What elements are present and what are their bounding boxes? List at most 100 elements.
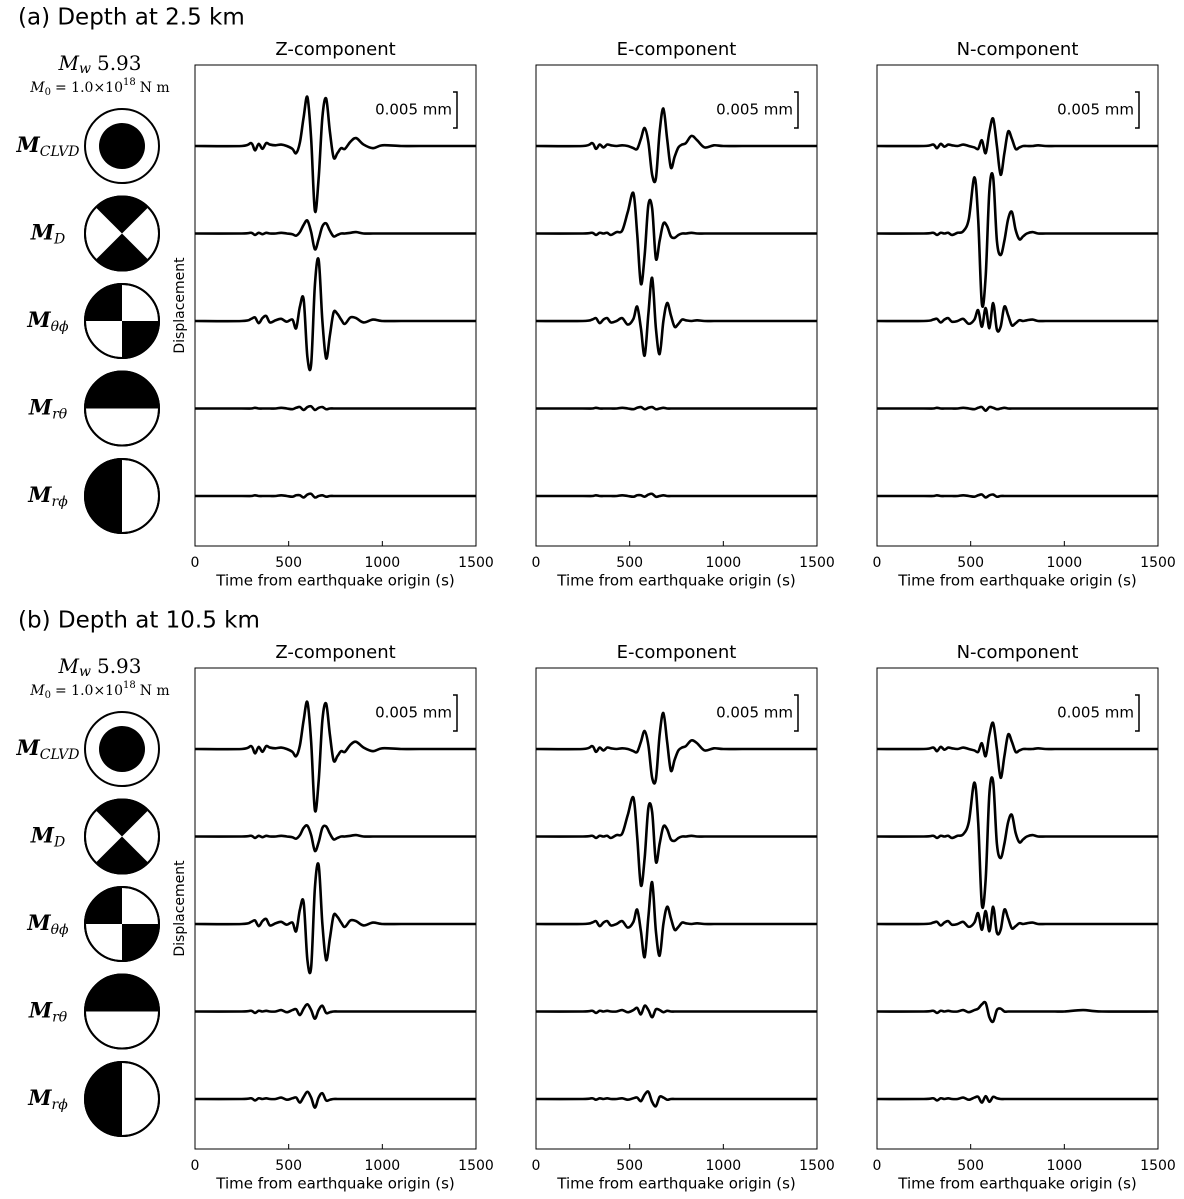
beach-ball-fill <box>95 233 149 271</box>
beach-ball-outline <box>84 458 160 534</box>
mechanism-label: Mrθ <box>28 394 68 423</box>
unit: N m <box>140 683 170 699</box>
x-axis-label: Time from earthquake origin (s) <box>215 572 455 590</box>
trace <box>535 880 817 959</box>
beach-ball-fill <box>85 887 122 924</box>
trace <box>876 776 1158 909</box>
beach-ball-fill <box>85 459 122 533</box>
beach-ball-fill <box>122 321 159 358</box>
trace <box>535 191 817 286</box>
subplot-title: Z-component <box>275 39 395 60</box>
unit: N m <box>140 80 170 96</box>
plot-frame <box>876 64 1159 547</box>
x-axis-label: Time from earthquake origin (s) <box>897 572 1137 590</box>
beach-ball-outline <box>84 886 160 962</box>
symbol: M <box>16 735 41 760</box>
trace <box>536 405 817 411</box>
subscript: rθ <box>52 407 68 423</box>
x-tick-label: 500 <box>957 1158 984 1174</box>
subplot-title: E-component <box>617 642 737 663</box>
subscript: CLVD <box>40 144 80 160</box>
trace <box>877 493 1158 499</box>
beach-ball-fill <box>85 1062 122 1136</box>
value: 5.93 <box>97 654 142 678</box>
scale-bar-label: 0.005 mm <box>1057 704 1134 722</box>
x-tick-label: 1500 <box>799 1158 835 1174</box>
trace <box>876 1094 1158 1104</box>
subscript: rϕ <box>52 1097 69 1113</box>
subscript: 0 <box>45 87 51 98</box>
scale-bar <box>453 91 458 129</box>
beach-ball-fill <box>122 924 159 961</box>
subscript: D <box>53 232 65 248</box>
subscript: w <box>79 61 91 77</box>
subscript: D <box>53 835 65 851</box>
beach-ball-outline <box>84 283 160 359</box>
trace <box>194 95 476 214</box>
symbol: M <box>58 51 80 75</box>
symbol: M <box>26 307 51 332</box>
symbol: M <box>28 394 53 419</box>
mechanism-label: MCLVD <box>16 132 80 161</box>
plot-frame <box>194 667 477 1150</box>
symbol: M <box>16 132 41 157</box>
scale-bar <box>1135 91 1140 129</box>
x-tick-label: 500 <box>275 1158 302 1174</box>
scale-bar <box>453 694 458 732</box>
x-tick-label: 1500 <box>458 1158 494 1174</box>
scale-bar-label: 0.005 mm <box>375 704 452 722</box>
x-tick-label: 500 <box>957 555 984 571</box>
trace <box>536 492 817 499</box>
trace <box>535 1090 817 1108</box>
plot-frame <box>535 64 818 547</box>
x-tick-label: 0 <box>873 555 882 571</box>
x-tick-label: 500 <box>616 1158 643 1174</box>
symbol: M <box>30 219 55 244</box>
beach-ball-fill <box>99 726 145 772</box>
x-tick-label: 1000 <box>365 1158 401 1174</box>
beach-ball-fill <box>95 799 149 837</box>
symbol: M <box>29 683 45 699</box>
magnitude: Mw 5.93 <box>58 51 142 78</box>
x-tick-label: 1000 <box>1047 1158 1083 1174</box>
trace <box>195 492 476 499</box>
trace <box>194 257 476 372</box>
beach-ball-fill <box>95 836 149 874</box>
trace <box>876 116 1158 177</box>
x-tick-label: 1500 <box>799 555 835 571</box>
scale-bar <box>794 694 799 732</box>
trace <box>535 276 817 357</box>
beach-ball-fill <box>85 284 122 321</box>
subscript: w <box>79 664 91 680</box>
trace <box>876 905 1158 936</box>
subscript: 0 <box>45 690 51 701</box>
trace <box>876 1000 1159 1024</box>
x-tick-label: 0 <box>191 1158 200 1174</box>
symbol: M <box>28 997 53 1022</box>
mechanism-label: Mθϕ <box>26 307 69 336</box>
beach-ball-outline <box>84 370 160 447</box>
mechanism-label: MD <box>30 822 65 851</box>
scale-bar-label: 0.005 mm <box>1057 101 1134 119</box>
mechanism-label: Mrθ <box>28 997 68 1026</box>
x-axis-label: Time from earthquake origin (s) <box>897 1175 1137 1193</box>
symbol: M <box>29 80 45 96</box>
trace <box>194 700 476 813</box>
subscript: CLVD <box>40 747 80 763</box>
beach-ball-fill <box>99 123 145 169</box>
mechanism-label: Mθϕ <box>26 910 69 939</box>
subscript: rθ <box>52 1010 68 1026</box>
plot-frame <box>194 64 477 547</box>
x-axis-label: Time from earthquake origin (s) <box>215 1175 455 1193</box>
panel-title: (b) Depth at 10.5 km <box>18 608 260 634</box>
x-tick-label: 1000 <box>365 555 401 571</box>
value: 5.93 <box>97 51 142 75</box>
text: = 1.0×10 <box>55 80 123 96</box>
trace <box>535 711 817 785</box>
moment: M0 = 1.0×1018 N m <box>29 77 169 98</box>
symbol: M <box>26 910 51 935</box>
trace <box>195 404 476 412</box>
scale-bar-label: 0.005 mm <box>375 101 452 119</box>
symbol: M <box>30 822 55 847</box>
